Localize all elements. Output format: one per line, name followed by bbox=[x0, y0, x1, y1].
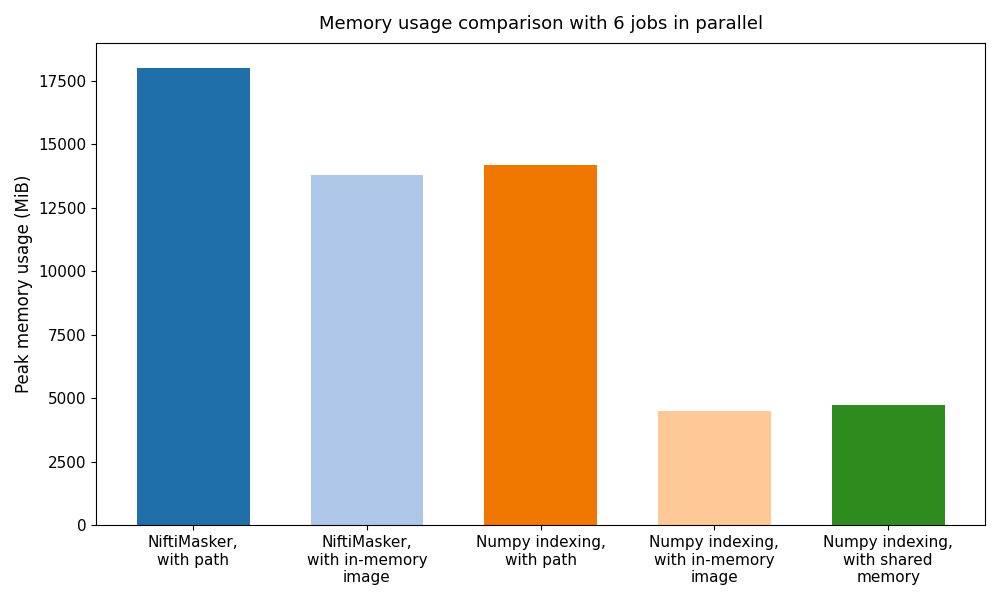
Y-axis label: Peak memory usage (MiB): Peak memory usage (MiB) bbox=[15, 175, 33, 394]
Bar bbox=[658, 411, 771, 526]
Bar bbox=[137, 68, 250, 526]
Title: Memory usage comparison with 6 jobs in parallel: Memory usage comparison with 6 jobs in p… bbox=[319, 15, 763, 33]
Bar bbox=[484, 165, 597, 526]
Bar bbox=[311, 175, 423, 526]
Bar bbox=[832, 405, 945, 526]
